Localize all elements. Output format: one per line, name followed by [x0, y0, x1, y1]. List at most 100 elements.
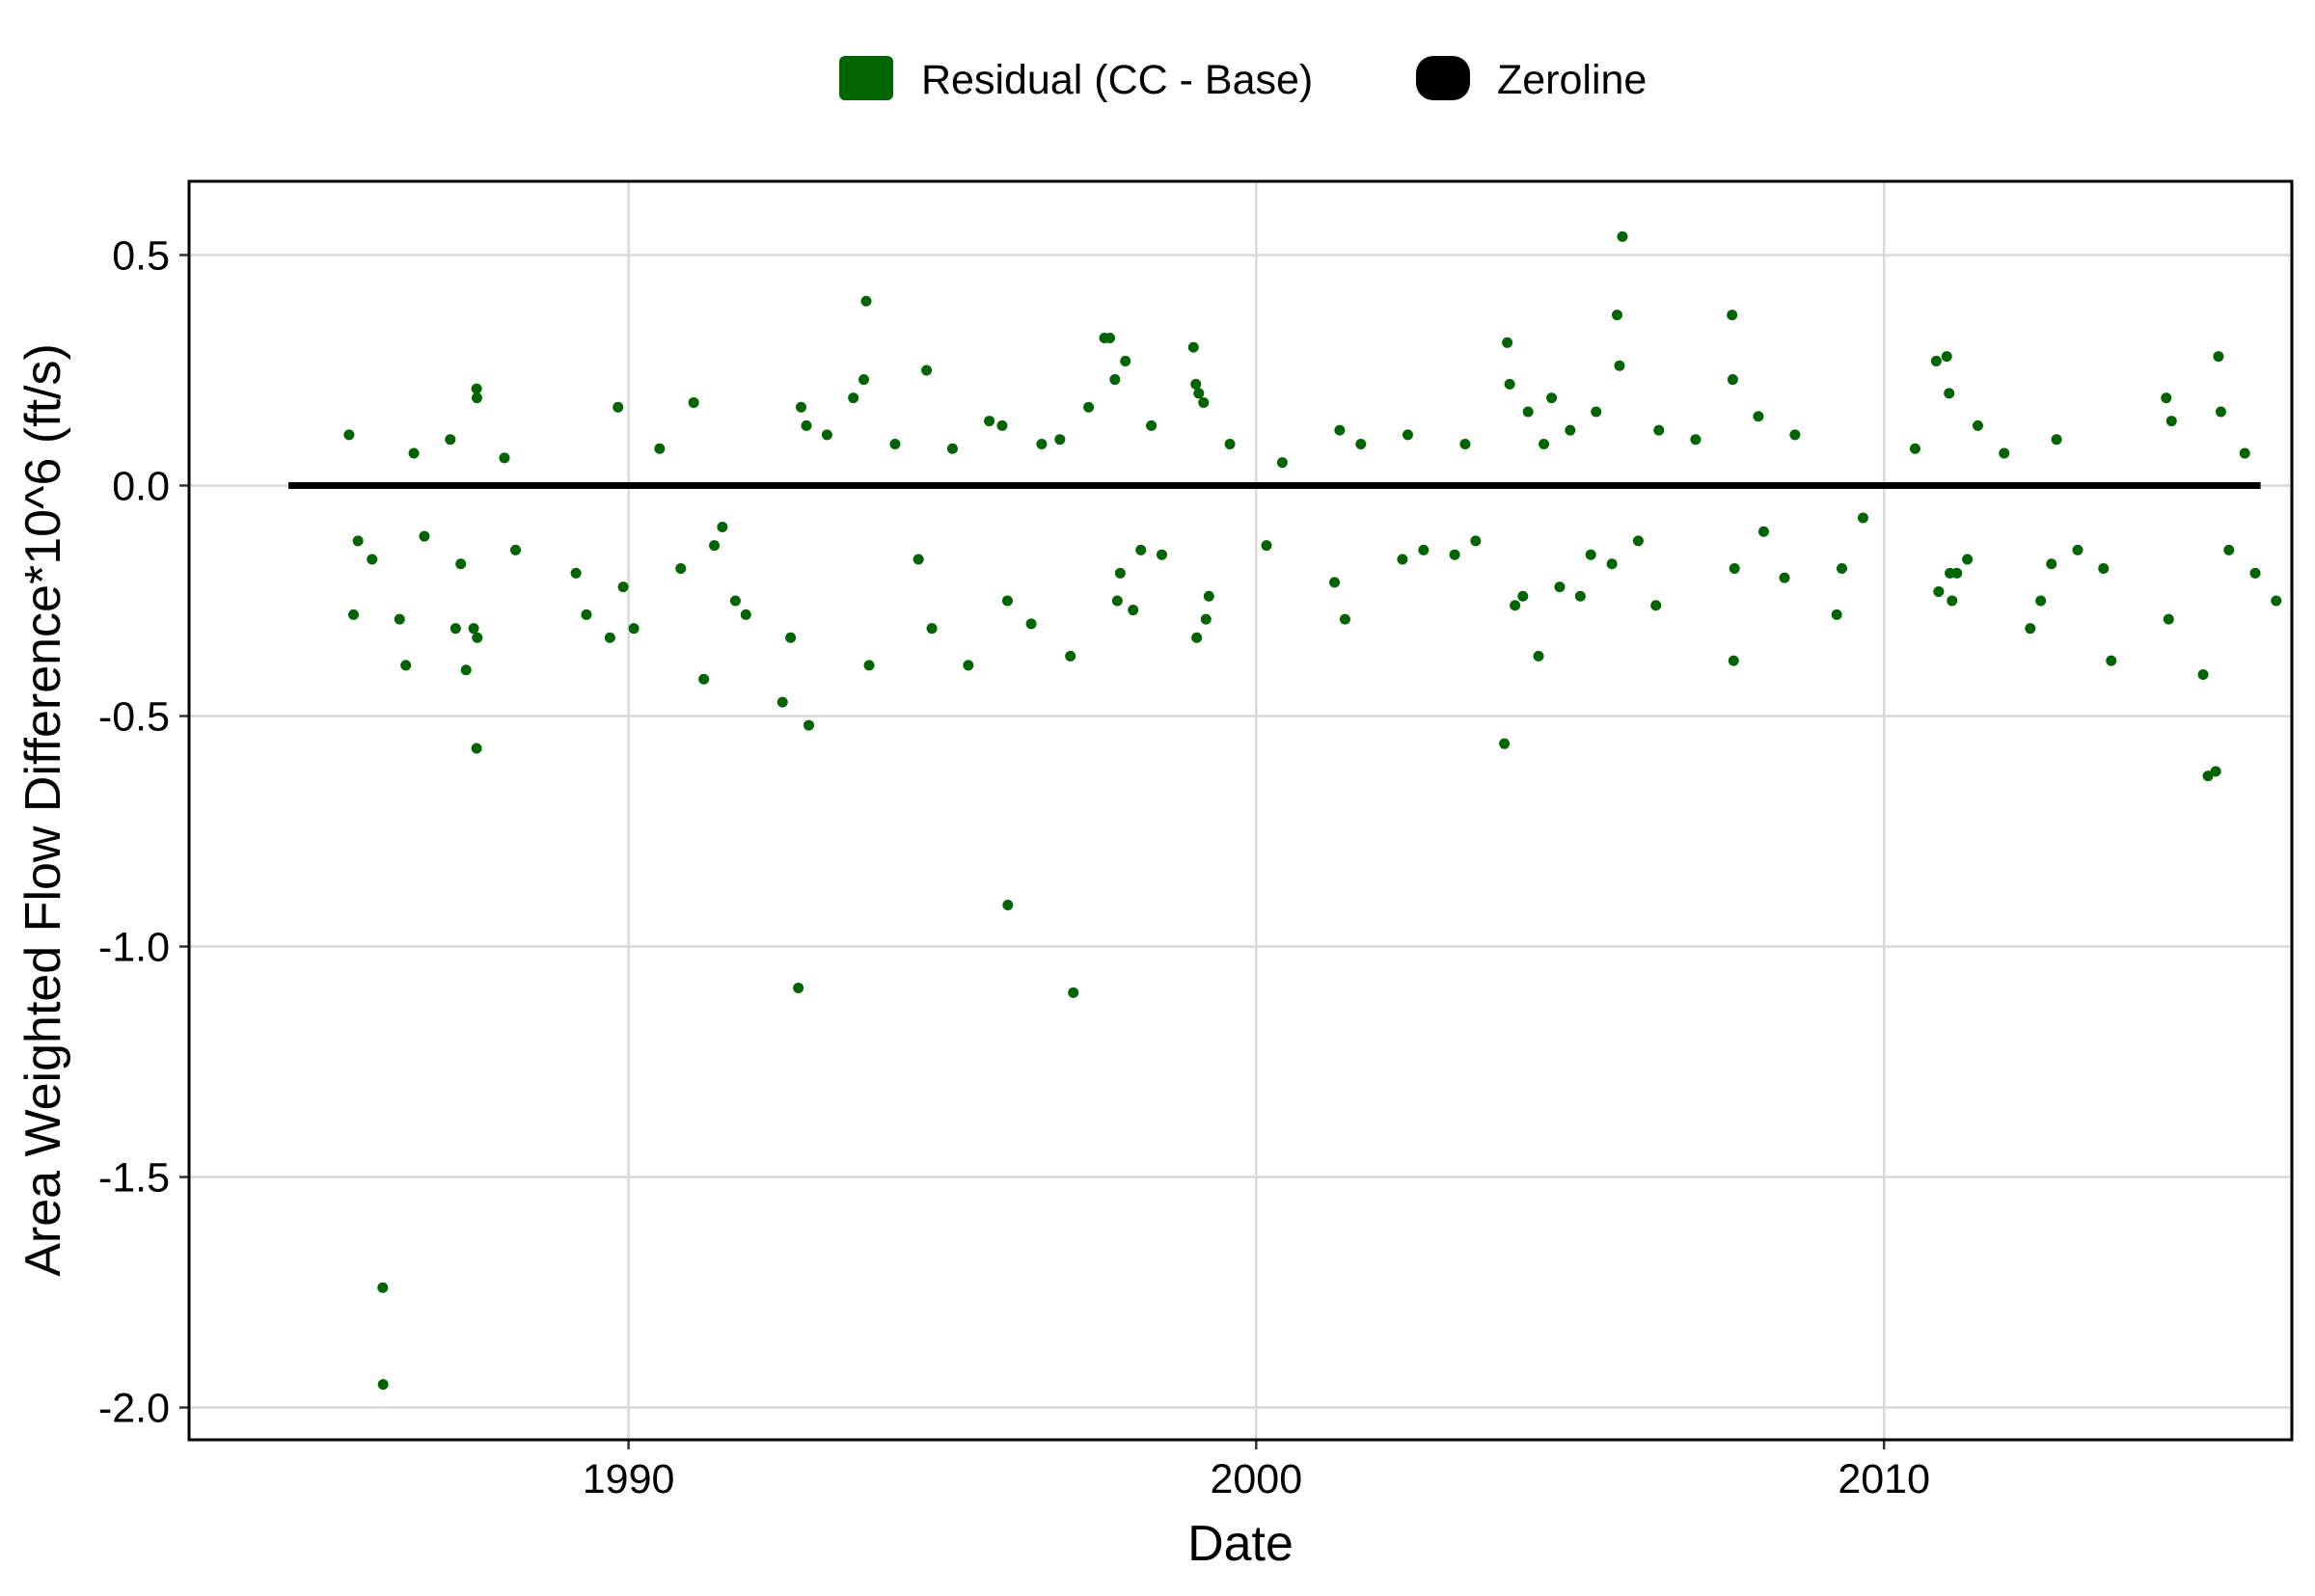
residual-point	[2035, 595, 2047, 607]
residual-point	[455, 558, 467, 570]
residual-point	[468, 623, 479, 635]
residual-point	[2163, 613, 2174, 625]
residual-points	[343, 230, 2282, 1391]
plot-border	[187, 179, 2294, 1442]
residual-point	[471, 383, 482, 394]
residual-point	[343, 429, 355, 441]
residual-point	[963, 660, 974, 671]
residual-point	[1187, 341, 1199, 353]
residual-point	[1606, 558, 1618, 570]
residual-point	[1276, 457, 1288, 469]
residual-point	[2106, 655, 2117, 666]
residual-point	[1933, 585, 1945, 597]
residual-point	[460, 664, 472, 676]
residual-point	[367, 554, 378, 565]
residual-point	[2046, 558, 2057, 570]
residual-point	[1617, 230, 1628, 242]
residual-point	[1402, 429, 1413, 441]
residual-point	[801, 419, 812, 431]
residual-point	[1565, 424, 1576, 436]
residual-point	[445, 434, 456, 446]
legend-label-zeroline: Zeroline	[1497, 57, 1647, 103]
residual-point	[1585, 549, 1596, 560]
residual-point	[1190, 378, 1202, 390]
residual-point	[785, 632, 797, 643]
x-tick-label: 1990	[583, 1456, 675, 1502]
residual-point	[1054, 434, 1066, 446]
residual-point	[1522, 406, 1534, 418]
residual-point	[1203, 590, 1214, 602]
y-tick-labels: 0.5 0.0 -0.5 -1.0 -1.5 -2.0	[98, 232, 170, 1431]
residual-point	[617, 582, 629, 593]
residual-point	[1546, 392, 1558, 404]
residual-point	[926, 623, 938, 635]
legend-label-residual: Residual (CC - Base)	[921, 57, 1313, 103]
residual-point	[1510, 600, 1521, 611]
residual-point	[1156, 549, 1167, 560]
residual-point	[1574, 590, 1586, 602]
residual-point	[1727, 374, 1738, 386]
residual-point	[570, 567, 582, 579]
residual-point	[2025, 623, 2036, 635]
y-axis-title: Area Weighted Flow Difference*10^6 (ft/s…	[15, 343, 71, 1277]
residual-point	[1109, 374, 1121, 386]
residual-point	[1397, 554, 1408, 565]
residual-point	[1831, 609, 1842, 620]
legend-key-residual	[839, 56, 893, 100]
residual-point	[1224, 438, 1236, 449]
residual-point	[698, 673, 710, 685]
x-tick-label: 2010	[1838, 1456, 1930, 1502]
residual-point	[946, 443, 958, 454]
residual-point	[740, 609, 751, 620]
residual-point	[377, 1379, 389, 1391]
residual-point	[2249, 567, 2261, 579]
residual-point	[1499, 738, 1511, 749]
residual-point	[2239, 447, 2250, 459]
residual-point	[2165, 416, 2177, 427]
residual-point	[776, 696, 788, 708]
residual-point	[1779, 572, 1790, 583]
residual-point	[581, 609, 592, 620]
residual-point	[2213, 351, 2224, 363]
residual-point	[2215, 406, 2226, 418]
residual-point	[2072, 544, 2084, 555]
residual-point	[2223, 544, 2235, 555]
residual-point	[1650, 600, 1662, 611]
residual-point	[1857, 512, 1868, 524]
residual-point	[1111, 595, 1123, 607]
residual-point	[1191, 632, 1203, 643]
plot-panel	[189, 181, 2292, 1440]
residual-point	[1200, 613, 1212, 625]
residual-point	[1470, 535, 1482, 547]
residual-point	[803, 719, 815, 731]
residual-point	[1065, 650, 1076, 662]
residual-point	[613, 401, 624, 413]
residual-point	[1554, 582, 1566, 593]
residual-point	[889, 438, 901, 449]
residual-point	[2202, 771, 2214, 782]
residual-point	[863, 660, 875, 671]
residual-point	[1120, 355, 1131, 366]
residual-point	[709, 540, 721, 552]
residual-point	[2210, 766, 2221, 777]
residual-point	[471, 392, 482, 404]
residual-point	[1198, 396, 1210, 408]
residual-point	[1539, 438, 1550, 449]
residual-point	[377, 1282, 389, 1293]
residual-point	[1103, 333, 1115, 344]
residual-point	[921, 365, 933, 376]
y-tick-label: -0.5	[98, 694, 170, 741]
residual-point	[2197, 668, 2209, 680]
residual-point	[1757, 526, 1769, 537]
y-tick-label: -2.0	[98, 1386, 170, 1432]
residual-point	[1632, 535, 1644, 547]
residual-point	[2051, 434, 2062, 446]
x-axis-title: Date	[1187, 1516, 1294, 1572]
residual-point	[1999, 447, 2010, 459]
residual-point	[1614, 360, 1625, 371]
residual-point	[1727, 310, 1738, 321]
residual-point	[1947, 595, 1958, 607]
y-tick-label: 0.0	[112, 463, 170, 509]
residual-point	[352, 535, 364, 547]
